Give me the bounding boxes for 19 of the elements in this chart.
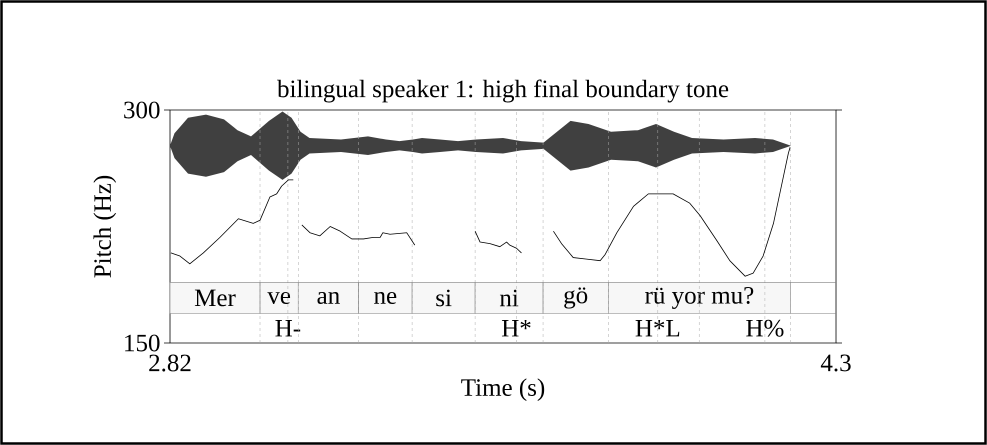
band-label: ni [500, 290, 518, 306]
band-label: rü yor mu? [645, 286, 754, 309]
band-label: ve [267, 292, 290, 304]
y-axis-title: Pitch (Hz) [93, 176, 116, 278]
x-tick-label: 4.3 [820, 354, 851, 372]
x-axis-title: Time (s) [461, 378, 544, 402]
band-label: gö [564, 287, 588, 309]
band-label: ne [374, 292, 396, 304]
y-tick-label: 150 [125, 334, 160, 352]
y-tick-label: 300 [124, 102, 160, 118]
ref-line-label: H- [275, 320, 300, 336]
chart-title: bilingual speaker 1: high final boundary tone [277, 79, 728, 102]
band-label: an [317, 292, 340, 304]
band-label: si [436, 290, 452, 306]
x-tick-label: 2.82 [149, 354, 190, 372]
ref-line-label: H*L [636, 320, 680, 336]
band-label: Mer [194, 290, 236, 306]
ref-line-label: H% [746, 320, 784, 337]
ref-line-label: H* [502, 320, 531, 336]
